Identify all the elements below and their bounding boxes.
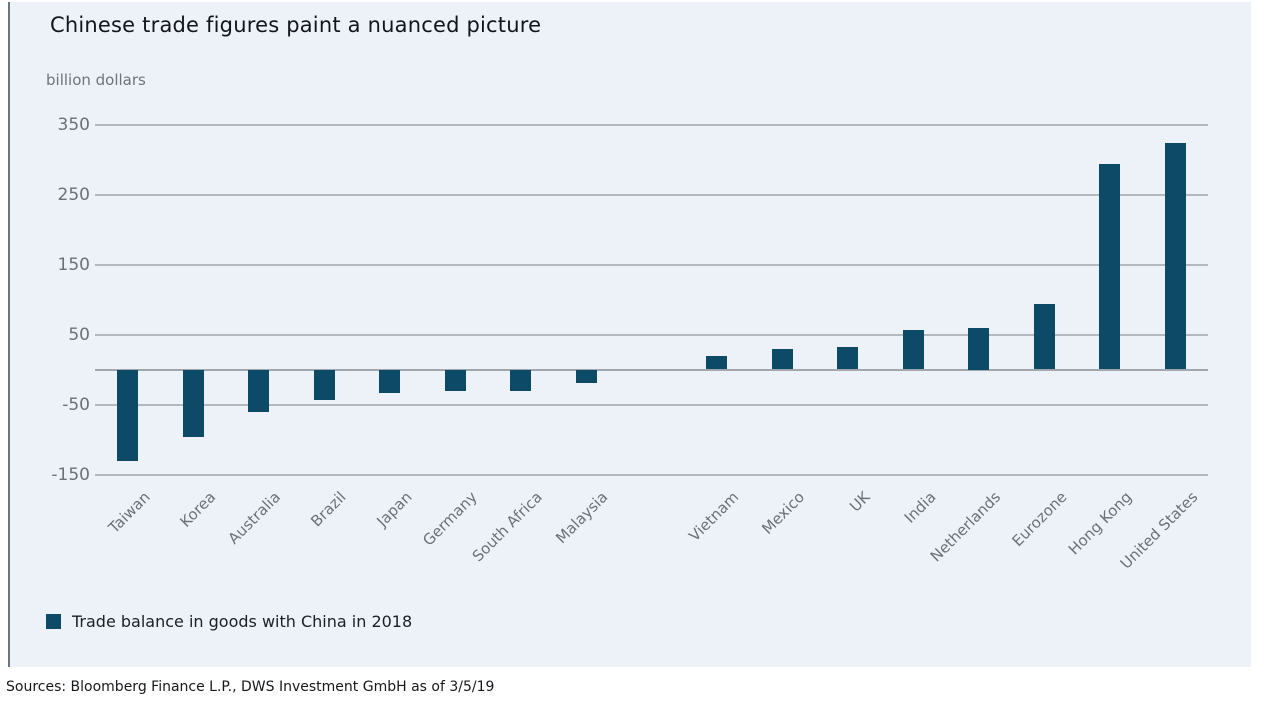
bar-taiwan bbox=[117, 369, 139, 461]
x-label-mexico: Mexico bbox=[758, 488, 809, 538]
bar-korea bbox=[182, 369, 204, 437]
legend-swatch bbox=[46, 614, 61, 629]
chart-title: Chinese trade figures paint a nuanced pi… bbox=[50, 13, 542, 37]
x-label-taiwan: Taiwan bbox=[104, 488, 154, 537]
source-line: Sources: Bloomberg Finance L.P., DWS Inv… bbox=[6, 679, 495, 695]
gridline-250 bbox=[95, 193, 1208, 196]
y-tick-label: 150 bbox=[57, 254, 90, 275]
gridline--50 bbox=[95, 403, 1208, 406]
bar-brazil bbox=[313, 369, 335, 401]
bar-india bbox=[902, 330, 924, 370]
gridline--150 bbox=[95, 473, 1208, 476]
x-label-vietnam: Vietnam bbox=[685, 488, 743, 545]
chart-panel: Chinese trade figures paint a nuanced pi… bbox=[8, 2, 1251, 667]
bar-malaysia bbox=[575, 369, 597, 383]
bar-united-states bbox=[1164, 143, 1186, 370]
y-tick-label: -150 bbox=[51, 464, 90, 485]
legend: Trade balance in goods with China in 201… bbox=[46, 612, 412, 631]
x-label-germany: Germany bbox=[419, 488, 481, 550]
bar-japan bbox=[379, 369, 401, 394]
y-tick-label: -50 bbox=[62, 394, 90, 415]
x-label-uk: UK bbox=[846, 488, 874, 516]
bar-south-africa bbox=[510, 369, 532, 391]
zero-baseline bbox=[95, 368, 1208, 371]
x-label-malaysia: Malaysia bbox=[552, 488, 612, 548]
bar-hong-kong bbox=[1099, 164, 1121, 370]
bar-mexico bbox=[771, 349, 793, 370]
x-label-hong-kong: Hong Kong bbox=[1065, 488, 1136, 559]
x-label-australia: Australia bbox=[224, 488, 285, 548]
y-axis-unit-label: billion dollars bbox=[46, 71, 146, 89]
y-tick-label: 50 bbox=[68, 324, 90, 345]
legend-label: Trade balance in goods with China in 201… bbox=[72, 612, 413, 631]
x-label-japan: Japan bbox=[373, 488, 416, 531]
plot-area: 350 250 150 50 -50 -150 Taiwan Korea Australia Br… bbox=[10, 2, 1251, 667]
y-tick-label: 350 bbox=[57, 114, 90, 135]
bar-uk bbox=[837, 347, 859, 370]
bar-netherlands bbox=[968, 327, 990, 370]
gridline-50 bbox=[95, 333, 1208, 336]
gridline-150 bbox=[95, 263, 1208, 266]
y-tick-label: 250 bbox=[57, 184, 90, 205]
x-label-india: India bbox=[900, 488, 940, 527]
x-label-eurozone: Eurozone bbox=[1007, 488, 1071, 551]
bar-vietnam bbox=[706, 356, 728, 370]
gridline-350 bbox=[95, 123, 1208, 126]
x-label-south-africa: South Africa bbox=[469, 488, 547, 566]
x-label-brazil: Brazil bbox=[307, 488, 350, 531]
bar-eurozone bbox=[1033, 303, 1055, 370]
bar-germany bbox=[444, 369, 466, 392]
bar-australia bbox=[248, 369, 270, 412]
x-label-korea: Korea bbox=[176, 488, 219, 531]
